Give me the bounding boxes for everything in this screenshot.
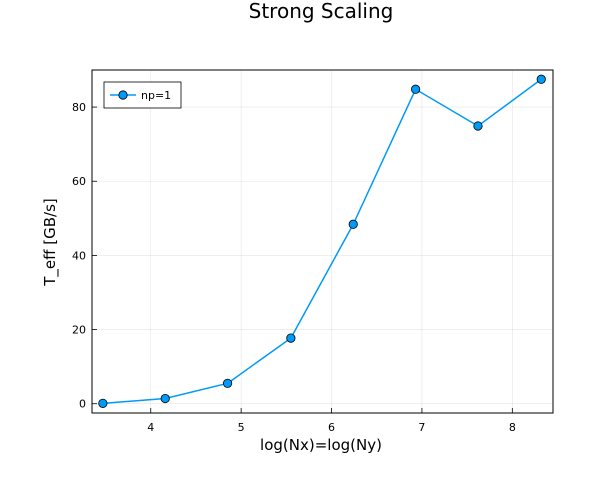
- x-tick-label: 6: [328, 421, 335, 434]
- x-tick-label: 4: [147, 421, 154, 434]
- legend: np=1: [103, 81, 182, 109]
- data-point: [286, 333, 296, 343]
- legend-series-label: np=1: [141, 89, 171, 102]
- grid: [92, 70, 553, 413]
- y-tick-label: 0: [79, 398, 86, 411]
- x-tick-label: 8: [509, 421, 516, 434]
- y-tick-label: 40: [72, 249, 86, 262]
- data-point: [473, 121, 483, 131]
- y-tick-label: 20: [72, 324, 86, 337]
- series-layer: [98, 74, 546, 408]
- x-axis-label: log(Nx)=log(Ny): [260, 436, 382, 454]
- y-tick-label: 60: [72, 175, 86, 188]
- x-tick-label: 7: [418, 421, 425, 434]
- data-point: [536, 74, 546, 84]
- y-axis-label: T_eff [GB/s]: [41, 198, 60, 286]
- data-point: [222, 378, 233, 388]
- x-tick-label: 5: [238, 421, 245, 434]
- data-point: [411, 84, 421, 94]
- plot-frame: [91, 69, 554, 414]
- y-tick-label: 80: [72, 101, 86, 114]
- chart-title: Strong Scaling: [249, 0, 394, 23]
- legend-series-marker: [118, 90, 128, 100]
- data-point: [348, 219, 358, 229]
- data-point: [160, 393, 170, 404]
- data-point: [98, 398, 108, 408]
- series-line: [102, 78, 542, 405]
